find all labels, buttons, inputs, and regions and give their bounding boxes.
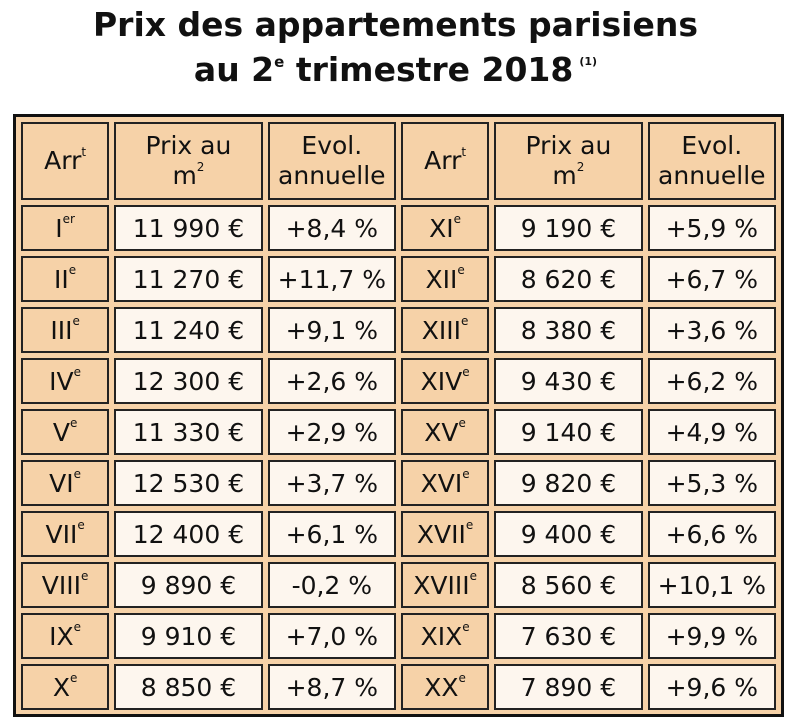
arrondissement-cell: IVe (21, 358, 110, 404)
arrondissement-cell: XIIIe (400, 307, 490, 353)
arrondissement-cell: XVIIe (400, 511, 490, 557)
table-row: VIIe 12 400 € +6,1 % XVIIe 9 400 € +6,6 … (21, 511, 776, 557)
table-row: IVe 12 300 € +2,6 % XIVe 9 430 € +6,2 % (21, 358, 776, 404)
evolution-cell: +9,9 % (647, 613, 776, 659)
price-cell: 8 380 € (494, 307, 643, 353)
evolution-cell: +6,1 % (267, 511, 396, 557)
arrondissement-cell: Xe (21, 664, 110, 710)
price-cell: 9 430 € (494, 358, 643, 404)
evolution-cell: +9,1 % (267, 307, 396, 353)
header-arrondissement-2: Arrt (400, 122, 490, 200)
arrondissement-cell: XIIe (400, 256, 490, 302)
table-row: IIe 11 270 € +11,7 % XIIe 8 620 € +6,7 % (21, 256, 776, 302)
header-arrondissement: Arrt (21, 122, 110, 200)
arrondissement-cell: IIe (21, 256, 110, 302)
footnote-marker: (1) (579, 55, 598, 68)
header-price: Prix au m2 (114, 122, 263, 200)
price-cell: 8 850 € (114, 664, 263, 710)
evolution-cell: +9,6 % (647, 664, 776, 710)
price-cell: 11 240 € (114, 307, 263, 353)
table-row: VIe 12 530 € +3,7 % XVIe 9 820 € +5,3 % (21, 460, 776, 506)
table-row: IIIe 11 240 € +9,1 % XIIIe 8 380 € +3,6 … (21, 307, 776, 353)
price-cell: 9 820 € (494, 460, 643, 506)
title-superscript: e (274, 53, 285, 71)
evolution-cell: +3,6 % (647, 307, 776, 353)
price-cell: 12 530 € (114, 460, 263, 506)
evolution-cell: +8,4 % (267, 205, 396, 251)
price-cell: 9 400 € (494, 511, 643, 557)
arrondissement-cell: XVIe (400, 460, 490, 506)
price-cell: 9 890 € (114, 562, 263, 608)
header-evolution: Evol. annuelle (267, 122, 396, 200)
arrondissement-cell: XXe (400, 664, 490, 710)
arrondissement-cell: Ve (21, 409, 110, 455)
table-row: Xe 8 850 € +8,7 % XXe 7 890 € +9,6 % (21, 664, 776, 710)
price-cell: 9 140 € (494, 409, 643, 455)
price-table: Arrt Prix au m2 Evol. annuelle Arrt Prix a… (13, 114, 784, 717)
arrondissement-cell: VIIe (21, 511, 110, 557)
price-cell: 11 270 € (114, 256, 263, 302)
evolution-cell: +6,6 % (647, 511, 776, 557)
price-cell: 12 300 € (114, 358, 263, 404)
price-cell: 11 330 € (114, 409, 263, 455)
table-header-row: Arrt Prix au m2 Evol. annuelle Arrt Prix a… (21, 122, 776, 200)
arrondissement-cell: XIXe (400, 613, 490, 659)
price-cell: 7 630 € (494, 613, 643, 659)
price-cell: 8 560 € (494, 562, 643, 608)
arrondissement-cell: XIVe (400, 358, 490, 404)
evolution-cell: +11,7 % (267, 256, 396, 302)
evolution-cell: +7,0 % (267, 613, 396, 659)
table-row: Ve 11 330 € +2,9 % XVe 9 140 € +4,9 % (21, 409, 776, 455)
table-row: Ier 11 990 € +8,4 % XIe 9 190 € +5,9 % (21, 205, 776, 251)
evolution-cell: -0,2 % (267, 562, 396, 608)
arrondissement-cell: IXe (21, 613, 110, 659)
arrondissement-cell: Ier (21, 205, 110, 251)
price-cell: 12 400 € (114, 511, 263, 557)
evolution-cell: +5,3 % (647, 460, 776, 506)
evolution-cell: +3,7 % (267, 460, 396, 506)
evolution-cell: +10,1 % (647, 562, 776, 608)
evolution-cell: +6,7 % (647, 256, 776, 302)
price-table-grid: Arrt Prix au m2 Evol. annuelle Arrt Prix a… (16, 117, 781, 715)
header-price-2: Prix au m2 (494, 122, 643, 200)
page-title: Prix des appartements parisiens au 2e tr… (0, 2, 791, 100)
evolution-cell: +2,9 % (267, 409, 396, 455)
price-cell: 7 890 € (494, 664, 643, 710)
header-evolution-2: Evol. annuelle (647, 122, 776, 200)
arrondissement-cell: XIe (400, 205, 490, 251)
price-cell: 11 990 € (114, 205, 263, 251)
evolution-cell: +5,9 % (647, 205, 776, 251)
title-line-1: Prix des appartements parisiens (92, 5, 698, 44)
arrondissement-cell: XVe (400, 409, 490, 455)
evolution-cell: +4,9 % (647, 409, 776, 455)
evolution-cell: +2,6 % (267, 358, 396, 404)
arrondissement-cell: VIIIe (21, 562, 110, 608)
price-cell: 8 620 € (494, 256, 643, 302)
evolution-cell: +8,7 % (267, 664, 396, 710)
price-cell: 9 910 € (114, 613, 263, 659)
arrondissement-cell: IIIe (21, 307, 110, 353)
title-line-2: au 2e trimestre 2018 (1) (193, 50, 598, 89)
price-cell: 9 190 € (494, 205, 643, 251)
table-row: VIIIe 9 890 € -0,2 % XVIIIe 8 560 € +10,… (21, 562, 776, 608)
arrondissement-cell: XVIIIe (400, 562, 490, 608)
table-row: IXe 9 910 € +7,0 % XIXe 7 630 € +9,9 % (21, 613, 776, 659)
table-body: Ier 11 990 € +8,4 % XIe 9 190 € +5,9 % I… (21, 205, 776, 710)
arrondissement-cell: VIe (21, 460, 110, 506)
evolution-cell: +6,2 % (647, 358, 776, 404)
